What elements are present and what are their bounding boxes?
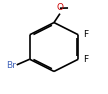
Text: F: F bbox=[83, 55, 88, 64]
Text: O: O bbox=[57, 3, 64, 12]
Text: Br: Br bbox=[6, 61, 16, 70]
Text: F: F bbox=[83, 30, 88, 39]
